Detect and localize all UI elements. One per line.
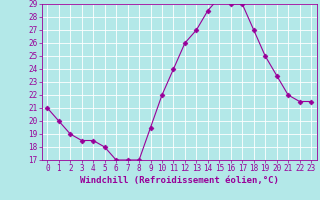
X-axis label: Windchill (Refroidissement éolien,°C): Windchill (Refroidissement éolien,°C): [80, 176, 279, 185]
